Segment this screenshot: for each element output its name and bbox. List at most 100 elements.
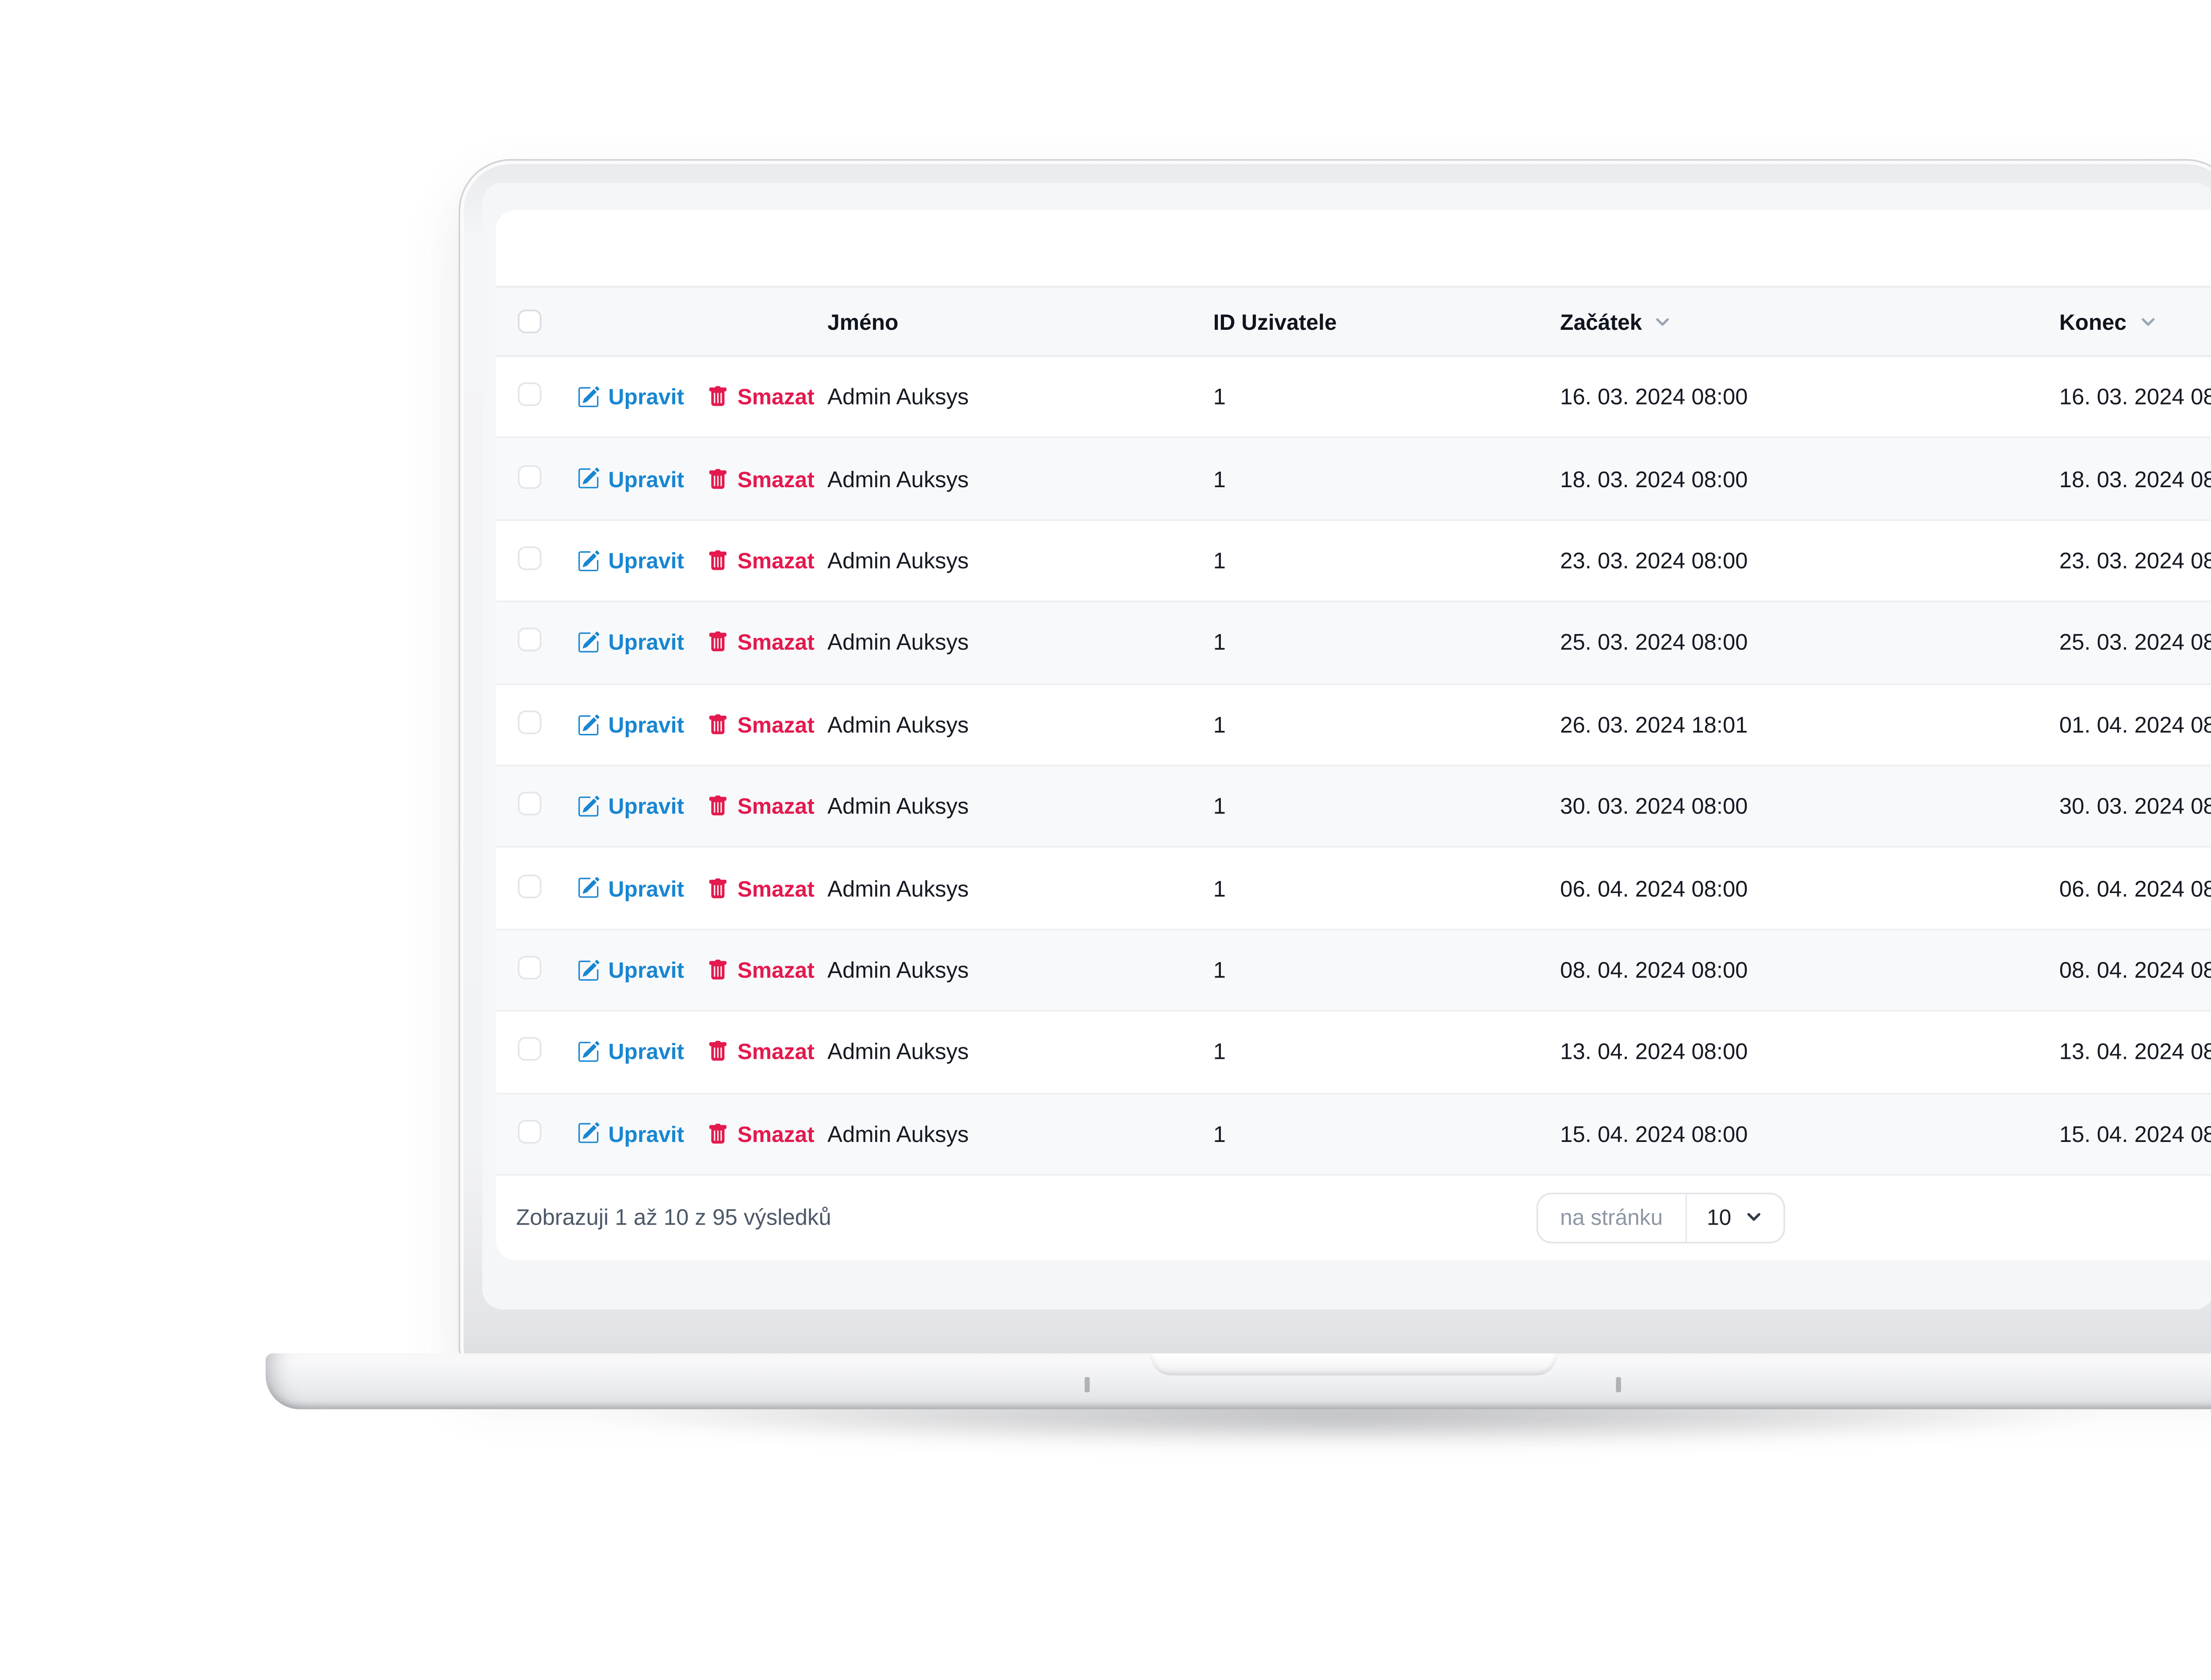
edit-link[interactable]: Upravit: [577, 794, 684, 819]
delete-link[interactable]: Smazat: [708, 794, 815, 819]
edit-label: Upravit: [608, 957, 685, 983]
cell-end: 16. 03. 2024 08:00: [2059, 384, 2211, 410]
edit-link[interactable]: Upravit: [577, 548, 684, 573]
edit-link[interactable]: Upravit: [577, 1121, 684, 1146]
table-header-row: Jméno ID Uzivatele Začátek Konec: [496, 286, 2211, 357]
delete-label: Smazat: [737, 875, 815, 901]
row-checkbox[interactable]: [517, 1119, 542, 1143]
cell-select: [496, 792, 577, 821]
row-checkbox[interactable]: [517, 1037, 542, 1061]
cell-start: 18. 03. 2024 08:00: [1560, 466, 1748, 492]
header-cell-start[interactable]: Začátek: [1560, 309, 2059, 334]
row-checkbox[interactable]: [517, 955, 542, 980]
cell-name: Admin Auksys: [827, 957, 969, 983]
laptop-base-seam: [1616, 1377, 1620, 1393]
trash-icon: [708, 632, 729, 654]
header-label-end: Konec: [2059, 309, 2127, 334]
header-cell-select: [496, 309, 577, 333]
delete-link[interactable]: Smazat: [708, 712, 815, 737]
cell-end: 23. 03. 2024 08:00: [2059, 548, 2211, 574]
trash-icon: [708, 959, 729, 981]
cell-user-id: 1: [1213, 1121, 1226, 1147]
delete-link[interactable]: Smazat: [708, 384, 815, 410]
pencil-square-icon: [577, 467, 600, 490]
trash-icon: [708, 795, 729, 817]
header-cell-user-id: ID Uzivatele: [1213, 309, 1560, 334]
delete-label: Smazat: [737, 794, 815, 819]
cell-select: [496, 1037, 577, 1066]
trash-icon: [708, 1123, 729, 1145]
cell-select: [496, 546, 577, 575]
per-page-select[interactable]: na stránku 10: [1536, 1192, 1786, 1244]
cell-select: [496, 628, 577, 657]
chevron-down-icon[interactable]: [1654, 312, 1672, 331]
cell-user-id: 1: [1213, 548, 1226, 574]
cell-name: Admin Auksys: [827, 712, 969, 737]
cell-user-id: 1: [1213, 957, 1226, 983]
header-label-name: Jméno: [827, 309, 899, 334]
edit-link[interactable]: Upravit: [577, 630, 684, 655]
row-checkbox[interactable]: [517, 710, 542, 734]
chevron-down-icon[interactable]: [2138, 312, 2157, 331]
delete-link[interactable]: Smazat: [708, 1121, 815, 1146]
header-cell-end[interactable]: Konec: [2059, 309, 2211, 334]
edit-link[interactable]: Upravit: [577, 958, 684, 983]
cell-start: 26. 03. 2024 18:01: [1560, 712, 1748, 737]
cell-user-id: 1: [1213, 630, 1226, 656]
row-checkbox[interactable]: [517, 464, 542, 489]
cell-end: 18. 03. 2024 08:00: [2059, 466, 2211, 492]
edit-link[interactable]: Upravit: [577, 712, 684, 737]
delete-link[interactable]: Smazat: [708, 958, 815, 983]
table-card: Jméno ID Uzivatele Začátek Konec: [496, 210, 2211, 1260]
select-all-checkbox[interactable]: [517, 309, 542, 333]
cell-start: 30. 03. 2024 08:00: [1560, 794, 1748, 819]
edit-link[interactable]: Upravit: [577, 1039, 684, 1065]
cell-select: [496, 1119, 577, 1148]
table-row: Upravit Smazat Admin Auksys 1 18. 03. 20…: [496, 439, 2211, 521]
laptop-screen: Jméno ID Uzivatele Začátek Konec: [482, 183, 2211, 1310]
edit-label: Upravit: [608, 466, 685, 492]
cell-end: 06. 04. 2024 08:00: [2059, 875, 2211, 901]
per-page-value[interactable]: 10: [1687, 1194, 1784, 1241]
delete-label: Smazat: [737, 1121, 815, 1147]
row-checkbox[interactable]: [517, 628, 542, 652]
cell-name: Admin Auksys: [827, 1039, 969, 1065]
edit-link[interactable]: Upravit: [577, 384, 684, 410]
delete-link[interactable]: Smazat: [708, 466, 815, 492]
header-label-start: Začátek: [1560, 309, 1642, 334]
cell-actions: Upravit Smazat: [577, 548, 827, 573]
trash-icon: [708, 468, 729, 490]
pencil-square-icon: [577, 631, 600, 654]
cell-name: Admin Auksys: [827, 384, 969, 410]
cell-start: 08. 04. 2024 08:00: [1560, 957, 1748, 983]
delete-link[interactable]: Smazat: [708, 875, 815, 901]
row-checkbox[interactable]: [517, 874, 542, 898]
cell-name: Admin Auksys: [827, 630, 969, 656]
header-label-user-id: ID Uzivatele: [1213, 309, 1337, 334]
cell-actions: Upravit Smazat: [577, 384, 827, 410]
table-row: Upravit Smazat Admin Auksys 1 16. 03. 20…: [496, 357, 2211, 439]
edit-label: Upravit: [608, 630, 685, 656]
cell-end: 13. 04. 2024 08:00: [2059, 1039, 2211, 1065]
trash-icon: [708, 877, 729, 899]
edit-link[interactable]: Upravit: [577, 466, 684, 492]
row-checkbox[interactable]: [517, 382, 542, 407]
cell-start: 16. 03. 2024 08:00: [1560, 384, 1748, 410]
pencil-square-icon: [577, 1041, 600, 1064]
laptop-base-notch: [1151, 1353, 1557, 1375]
cell-select: [496, 464, 577, 493]
delete-link[interactable]: Smazat: [708, 548, 815, 573]
per-page-label: na stránku: [1538, 1194, 1687, 1242]
delete-link[interactable]: Smazat: [708, 1039, 815, 1065]
cell-name: Admin Auksys: [827, 875, 969, 901]
table-row: Upravit Smazat Admin Auksys 1 13. 04. 20…: [496, 1012, 2211, 1094]
cell-start: 13. 04. 2024 08:00: [1560, 1039, 1748, 1065]
edit-link[interactable]: Upravit: [577, 875, 684, 901]
row-checkbox[interactable]: [517, 546, 542, 570]
row-checkbox[interactable]: [517, 792, 542, 816]
cell-select: [496, 710, 577, 739]
delete-link[interactable]: Smazat: [708, 630, 815, 655]
edit-label: Upravit: [608, 548, 685, 574]
cell-start: 15. 04. 2024 08:00: [1560, 1121, 1748, 1147]
